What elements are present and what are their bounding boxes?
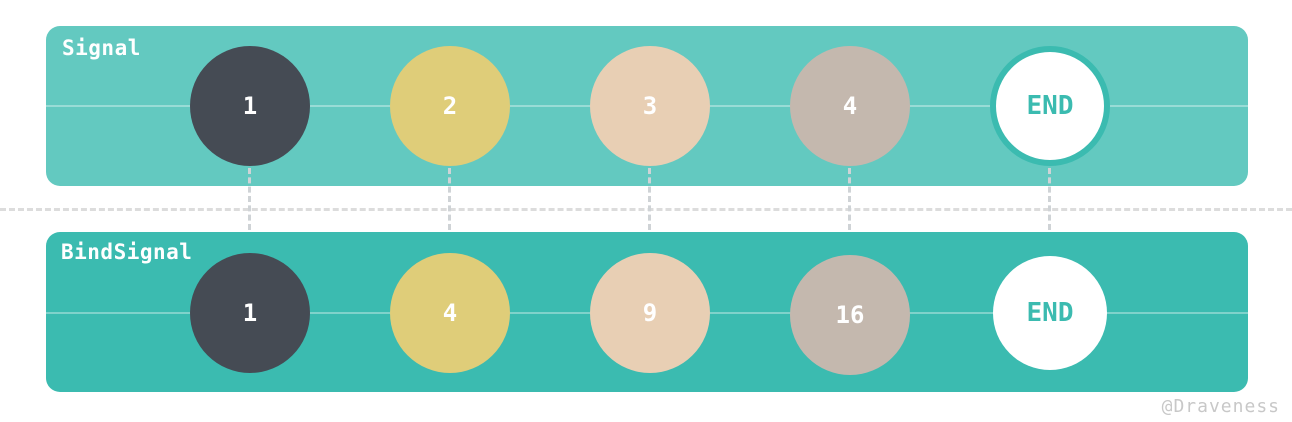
bind-signal-value-2: 4	[390, 253, 510, 373]
author-credit: @Draveness	[1161, 396, 1280, 417]
section-divider	[0, 208, 1292, 211]
signal-value-3: 3	[590, 46, 710, 166]
map-arrow-3	[648, 168, 655, 230]
bind-signal-value-3: 9	[590, 253, 710, 373]
bind-signal-value-1: 1	[190, 253, 310, 373]
map-arrow-4	[848, 168, 855, 230]
map-arrow-1	[248, 168, 255, 230]
signal-value-4: 4	[790, 46, 910, 166]
map-arrow-2	[448, 168, 455, 230]
bind-signal-value-4: 16	[790, 255, 910, 375]
map-arrow-end	[1048, 168, 1055, 230]
signal-end-event: END	[990, 46, 1110, 166]
signal-value-2: 2	[390, 46, 510, 166]
signal-label: Signal	[62, 36, 141, 60]
bind-signal-end-event: END	[993, 256, 1107, 370]
signal-value-1: 1	[190, 46, 310, 166]
bind-signal-label: BindSignal	[61, 240, 193, 264]
